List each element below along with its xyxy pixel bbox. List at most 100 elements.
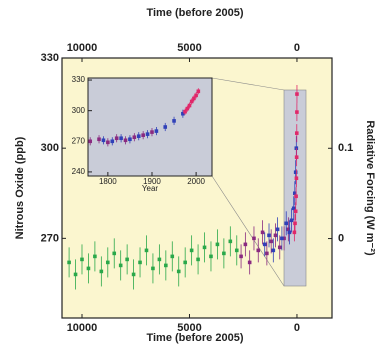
point [293, 170, 298, 175]
point [154, 129, 159, 133]
point [294, 131, 299, 135]
point [105, 260, 110, 265]
x-tick-label: 10000 [67, 322, 98, 334]
x-tick-label: 1900 [143, 177, 161, 186]
x-tick-label: 0 [294, 322, 300, 334]
point [73, 272, 78, 277]
point [239, 254, 243, 259]
point [164, 263, 168, 268]
point [256, 248, 261, 253]
point [293, 221, 297, 226]
x-tick-label-top: 0 [294, 42, 300, 54]
zoom-connector [211, 77, 285, 91]
y-tick-label: 270 [72, 136, 86, 145]
point [269, 239, 273, 244]
point [145, 132, 150, 136]
point [132, 135, 137, 140]
y-tick-label: 300 [72, 106, 86, 115]
x-tick-label: 1800 [99, 177, 117, 186]
point [80, 257, 84, 262]
y-tick-label: 240 [72, 167, 86, 176]
point [67, 260, 71, 265]
point [181, 111, 185, 116]
point [189, 248, 194, 253]
point [271, 248, 276, 253]
point [88, 139, 93, 144]
point [222, 251, 226, 256]
y2-axis-label: Radiative Forcing (W m⁻²) [364, 120, 376, 256]
point [294, 194, 298, 199]
x-axis-label-top: Time (before 2005) [146, 7, 243, 19]
point [291, 206, 296, 211]
y2-tick-label: 0.1 [338, 142, 353, 154]
x-axis-label: Time (before 2005) [146, 332, 243, 344]
y2-tick-label: 0 [338, 232, 344, 244]
point [118, 263, 123, 268]
x-tick-label: 5000 [177, 322, 201, 334]
point [93, 254, 97, 259]
point [138, 260, 142, 265]
point [86, 266, 91, 271]
point [196, 257, 200, 262]
point [295, 110, 299, 114]
point [234, 248, 239, 253]
point [189, 99, 194, 104]
point [265, 251, 269, 256]
point [260, 230, 265, 235]
point [243, 242, 248, 247]
point [128, 137, 132, 142]
y-tick-label: 270 [41, 232, 59, 244]
y-tick-label: 330 [72, 75, 86, 84]
point [293, 209, 298, 214]
point [284, 221, 289, 226]
point [172, 119, 176, 123]
point [277, 245, 282, 250]
point [123, 138, 128, 143]
point [106, 140, 110, 145]
point [176, 269, 181, 274]
point [294, 176, 299, 181]
point [114, 136, 119, 141]
point [150, 130, 154, 134]
x-tick-label: 2000 [187, 177, 205, 186]
point [97, 137, 101, 142]
point [144, 248, 149, 253]
point [183, 109, 187, 114]
point [187, 103, 192, 108]
point [287, 230, 292, 235]
point [294, 155, 299, 159]
y-axis-label: Nitrous Oxide (ppb) [14, 136, 26, 239]
point [262, 242, 267, 247]
point [131, 272, 136, 277]
point [228, 239, 233, 244]
point [163, 125, 168, 129]
point [280, 236, 284, 241]
point [110, 139, 115, 144]
point [170, 254, 175, 259]
point [267, 233, 271, 238]
point [247, 260, 252, 265]
inset-x-label: Year [142, 184, 159, 193]
point [289, 218, 294, 223]
point [282, 236, 286, 241]
point [215, 242, 220, 247]
point [202, 245, 207, 250]
point [136, 134, 141, 138]
point [151, 266, 155, 271]
point [125, 257, 129, 262]
y-tick-label: 330 [41, 52, 59, 64]
point [183, 260, 187, 265]
x-tick-label-top: 10000 [67, 42, 98, 54]
x-tick-label-top: 5000 [177, 42, 201, 54]
point [112, 251, 117, 256]
point [209, 254, 213, 259]
point [157, 257, 162, 262]
point [252, 236, 256, 241]
y-tick-label: 300 [41, 142, 59, 154]
point [286, 227, 291, 232]
point [119, 136, 123, 141]
point [275, 227, 280, 232]
inset-area [87, 77, 213, 177]
zoom-connector [211, 175, 285, 287]
